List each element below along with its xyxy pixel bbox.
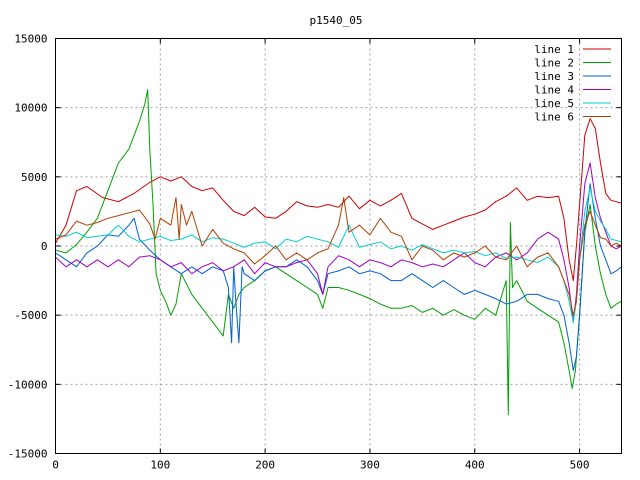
y-tick-label: 10000 [14,102,47,115]
x-tick-label: 0 [52,459,59,472]
y-tick-label: -5000 [14,309,47,322]
legend-label: line 6 [534,111,574,124]
legend-label: line 1 [534,43,574,56]
x-tick-label: 400 [465,459,485,472]
series-lines [55,89,622,416]
grid-lines [55,38,622,454]
series-line-5 [55,187,622,323]
x-tick-label: 200 [255,459,275,472]
y-tick-label: 0 [41,240,48,253]
series-line-2 [55,89,622,416]
axis-ticks: 0 100 200 300 400 500 -15000 -10000 -5000 0 5000 10… [8,33,622,472]
x-tick-label: 100 [150,459,170,472]
series-line-1 [55,118,622,282]
series-line-4 [55,162,622,323]
legend-label: line 2 [534,57,574,70]
chart-title: p1540_05 [310,14,363,27]
y-tick-label: 15000 [14,33,47,46]
y-tick-label: 5000 [21,171,48,184]
x-tick-label: 300 [360,459,380,472]
y-tick-label: -10000 [8,378,48,391]
legend-label: line 5 [534,97,574,110]
x-tick-label: 500 [570,459,590,472]
legend-label: line 4 [534,84,574,97]
plot-frame [55,38,622,454]
legend-label: line 3 [534,70,574,83]
y-tick-label: -15000 [8,448,48,461]
series-line-6 [55,197,622,316]
